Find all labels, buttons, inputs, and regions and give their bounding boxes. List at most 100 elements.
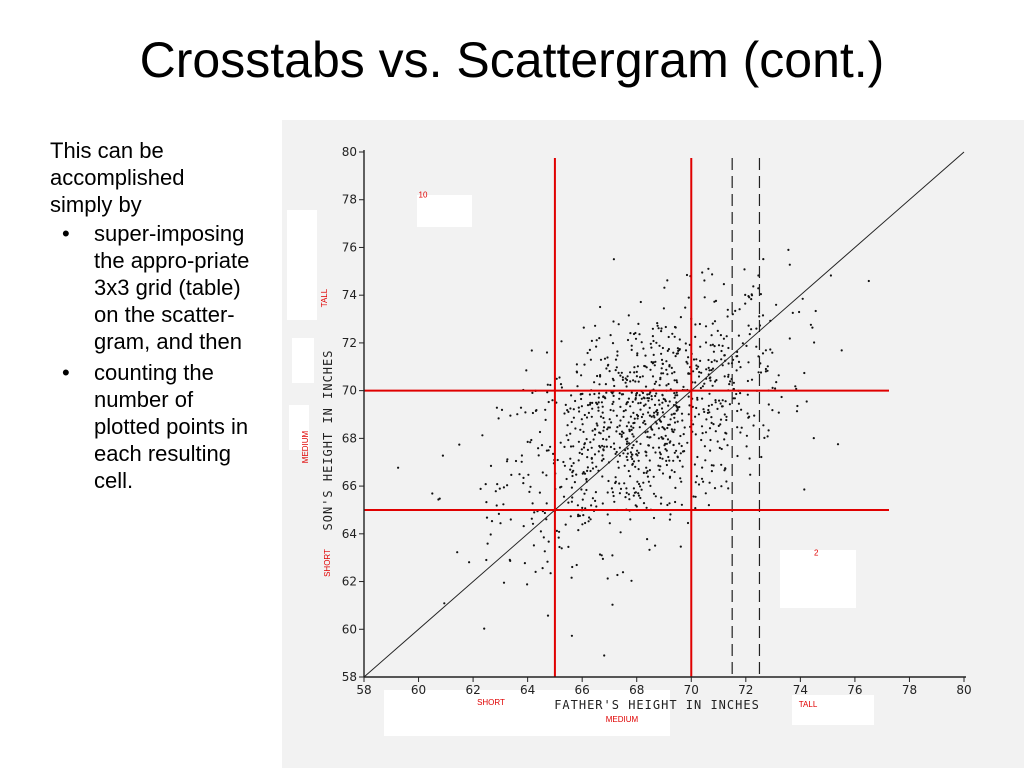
data-point xyxy=(645,466,648,469)
data-point xyxy=(692,423,695,426)
data-point xyxy=(704,431,708,434)
data-point xyxy=(560,485,563,488)
data-point xyxy=(710,334,713,337)
data-point xyxy=(532,544,535,547)
data-point xyxy=(720,447,723,451)
data-point xyxy=(611,603,614,606)
data-point xyxy=(660,372,663,375)
data-point xyxy=(485,516,489,519)
data-point xyxy=(746,393,749,396)
data-point xyxy=(635,413,639,416)
data-point xyxy=(602,395,605,398)
data-point xyxy=(755,345,758,348)
data-point xyxy=(611,491,614,494)
data-point xyxy=(766,369,769,372)
data-point xyxy=(676,420,679,423)
data-point xyxy=(719,402,722,405)
data-point xyxy=(559,441,562,444)
data-point xyxy=(629,415,632,418)
data-point xyxy=(665,442,668,445)
data-point xyxy=(748,333,751,336)
data-point xyxy=(642,347,645,350)
data-point xyxy=(720,349,723,353)
data-point xyxy=(694,433,697,436)
data-point xyxy=(723,413,726,416)
data-point xyxy=(653,411,656,414)
data-point xyxy=(700,425,704,428)
data-point xyxy=(606,364,609,367)
data-point xyxy=(567,410,570,413)
cell-count-label: 2 xyxy=(814,548,819,557)
x-tick-label: 64 xyxy=(520,683,535,697)
data-point xyxy=(642,471,645,474)
data-point xyxy=(628,430,631,433)
data-point xyxy=(582,430,585,433)
data-point xyxy=(745,445,748,448)
data-point xyxy=(588,403,592,406)
data-point xyxy=(586,351,589,355)
data-point xyxy=(666,349,669,352)
data-point xyxy=(611,402,614,406)
data-point xyxy=(673,335,676,338)
data-point xyxy=(621,571,625,574)
data-point xyxy=(644,423,647,426)
bullet-text: This can be accomplished simply by • supe… xyxy=(50,137,250,498)
data-point xyxy=(720,358,723,361)
data-point xyxy=(625,487,628,490)
y-tick-label: 66 xyxy=(342,479,357,493)
data-point xyxy=(694,323,697,326)
data-point xyxy=(680,480,683,483)
data-point xyxy=(766,365,769,368)
data-point xyxy=(676,394,679,397)
data-point xyxy=(631,400,634,403)
data-point xyxy=(696,398,699,401)
data-point xyxy=(549,383,552,387)
data-point xyxy=(573,481,576,484)
data-point xyxy=(580,397,583,401)
data-point xyxy=(749,473,752,476)
data-point xyxy=(632,435,635,438)
data-point xyxy=(662,427,665,430)
data-point xyxy=(741,342,744,345)
data-point xyxy=(565,477,568,481)
data-point xyxy=(619,487,623,490)
data-point xyxy=(723,354,726,357)
data-point xyxy=(746,412,749,415)
data-point xyxy=(678,459,681,462)
data-point xyxy=(700,477,704,480)
data-point xyxy=(597,406,600,409)
data-point xyxy=(546,560,549,563)
data-point xyxy=(675,379,678,382)
data-point xyxy=(610,487,613,490)
data-point xyxy=(732,387,735,391)
data-point xyxy=(755,327,758,330)
data-point xyxy=(602,457,605,461)
data-point xyxy=(593,433,597,436)
data-point xyxy=(668,502,671,505)
data-point xyxy=(577,459,580,462)
data-point xyxy=(606,491,609,494)
data-point xyxy=(647,411,650,414)
data-point xyxy=(586,448,589,451)
data-point xyxy=(686,521,690,525)
chart-axes: 58 60 62 64 66 68 70 72 74 76 78 80 58 60 62 64 66 68 70 72… xyxy=(342,145,972,697)
data-point xyxy=(634,465,637,468)
data-point xyxy=(601,411,604,414)
data-point xyxy=(639,376,642,379)
data-point xyxy=(655,392,658,395)
data-point xyxy=(612,442,616,445)
data-point xyxy=(629,518,632,521)
data-point xyxy=(639,300,642,304)
data-point xyxy=(720,463,723,466)
data-point xyxy=(626,447,629,450)
data-point xyxy=(716,440,719,443)
data-point xyxy=(727,346,730,350)
data-point xyxy=(737,334,740,337)
data-point xyxy=(588,393,591,396)
scatter-chart: 58 60 62 64 66 68 70 72 74 76 78 80 58 60 62 64 66 68 70 72… xyxy=(287,145,972,736)
data-point xyxy=(717,424,720,427)
data-point xyxy=(737,360,741,363)
data-point xyxy=(665,459,668,462)
data-point xyxy=(527,473,530,476)
data-point xyxy=(714,401,717,404)
